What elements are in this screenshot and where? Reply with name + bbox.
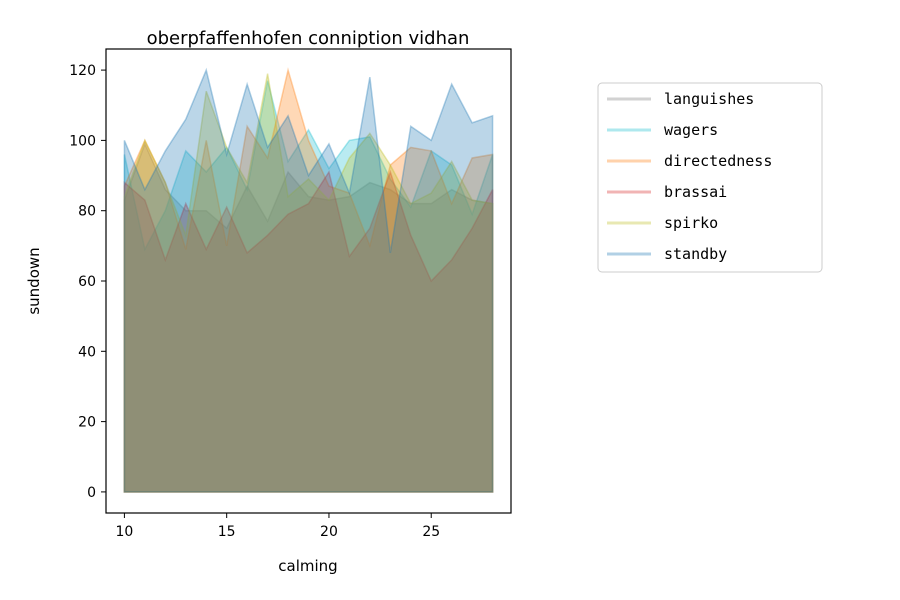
legend-label-brassai: brassai: [664, 183, 727, 201]
x-tick-label: 25: [422, 524, 440, 540]
legend-label-wagers: wagers: [664, 121, 718, 139]
area-series-spirko: [123, 73, 494, 493]
y-tick-label: 0: [87, 485, 96, 501]
x-axis: 10 15 20 25: [115, 513, 440, 540]
area-series-directedness: [123, 67, 494, 493]
y-tick-label: 40: [78, 344, 96, 360]
legend-frame: [597, 82, 823, 273]
area-series-standby: [123, 67, 494, 493]
y-tick-label: 120: [69, 63, 96, 79]
legend-label-languishes: languishes: [664, 90, 754, 108]
y-tick-label: 100: [69, 133, 96, 149]
x-tick-label: 20: [320, 524, 338, 540]
area-series-wagers: [123, 80, 494, 493]
x-tick-label: 10: [115, 524, 133, 540]
y-tick-label: 60: [78, 274, 96, 290]
areas-layer: [123, 67, 494, 493]
chart-title: oberpfaffenhofen conniption vidhan: [147, 28, 470, 49]
legend-label-spirko: spirko: [664, 214, 718, 232]
area-series-languishes: [123, 141, 494, 493]
y-axis-label: sundown: [25, 247, 43, 314]
y-tick-label: 80: [78, 204, 96, 220]
legend-label-standby: standby: [664, 245, 727, 263]
y-tick-label: 20: [78, 415, 96, 431]
x-tick-label: 15: [218, 524, 236, 540]
y-axis: 0 20 40 60 80 100 120: [69, 63, 106, 501]
x-axis-label: calming: [278, 557, 337, 575]
legend-label-directedness: directedness: [664, 152, 772, 170]
legend: languishes wagers directedness brassai spirk…: [597, 82, 823, 273]
area-series-brassai: [123, 169, 494, 493]
